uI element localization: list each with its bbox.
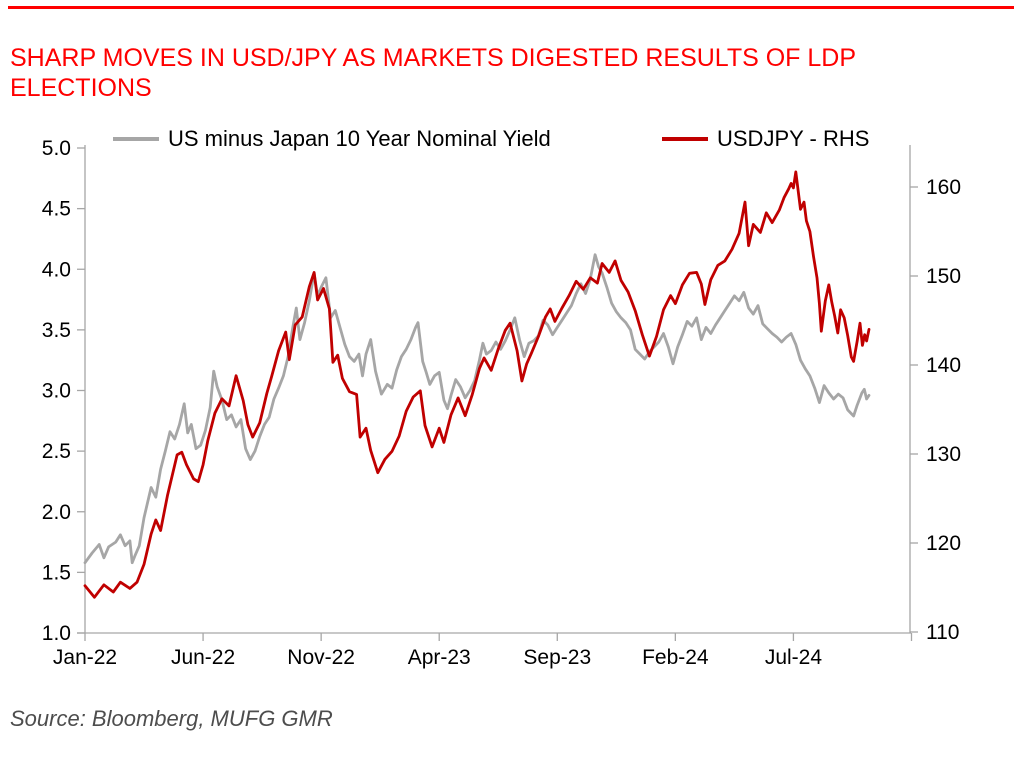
legend-item-usdjpy: USDJPY - RHS	[662, 124, 869, 154]
svg-text:Apr-23: Apr-23	[408, 646, 471, 669]
svg-text:Feb-24: Feb-24	[642, 646, 709, 669]
svg-text:Sep-23: Sep-23	[523, 646, 591, 669]
svg-text:1.5: 1.5	[42, 561, 71, 584]
svg-text:120: 120	[926, 532, 961, 555]
svg-text:Jun-22: Jun-22	[171, 646, 235, 669]
svg-text:2.0: 2.0	[42, 501, 71, 524]
red-line-swatch-icon	[662, 137, 708, 141]
svg-text:Jan-22: Jan-22	[53, 646, 117, 669]
legend-item-yield-spread: US minus Japan 10 Year Nominal Yield	[113, 124, 551, 154]
svg-text:140: 140	[926, 354, 961, 377]
svg-text:4.0: 4.0	[42, 258, 71, 281]
svg-text:150: 150	[926, 265, 961, 288]
svg-text:Jul-24: Jul-24	[765, 646, 823, 669]
source-note: Source: Bloomberg, MUFG GMR	[10, 706, 333, 731]
title-rule	[8, 6, 1014, 9]
svg-text:160: 160	[926, 176, 961, 199]
legend-label-usdjpy: USDJPY - RHS	[717, 126, 870, 151]
svg-text:4.5: 4.5	[42, 198, 71, 221]
legend: US minus Japan 10 Year Nominal Yield USD…	[0, 124, 1022, 154]
svg-text:5.0: 5.0	[42, 137, 71, 160]
svg-text:3.0: 3.0	[42, 380, 71, 403]
svg-text:2.5: 2.5	[42, 440, 71, 463]
svg-text:3.5: 3.5	[42, 319, 71, 342]
svg-text:110: 110	[926, 621, 959, 644]
gray-line-swatch-icon	[113, 137, 159, 141]
svg-text:130: 130	[926, 443, 961, 466]
legend-label-yield-spread: US minus Japan 10 Year Nominal Yield	[168, 126, 551, 151]
page-title: SHARP MOVES IN USD/JPY AS MARKETS DIGEST…	[10, 43, 856, 102]
svg-text:1.0: 1.0	[42, 622, 71, 645]
svg-text:Nov-22: Nov-22	[287, 646, 355, 669]
